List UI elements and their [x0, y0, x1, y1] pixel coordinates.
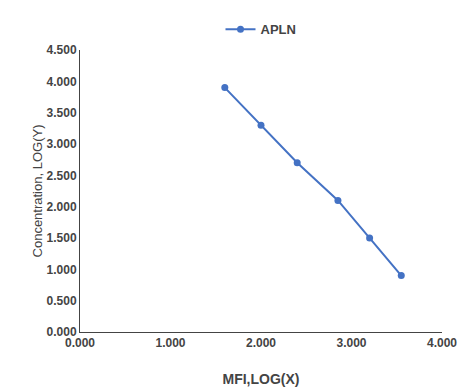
svg-text:0.500: 0.500	[47, 294, 77, 308]
svg-text:3.000: 3.000	[336, 336, 366, 350]
svg-text:3.500: 3.500	[47, 106, 77, 120]
svg-text:3.000: 3.000	[47, 137, 77, 151]
svg-text:4.000: 4.000	[427, 336, 457, 350]
svg-text:APLN: APLN	[261, 22, 296, 37]
svg-text:1.000: 1.000	[155, 336, 185, 350]
svg-text:1.000: 1.000	[47, 263, 77, 277]
svg-text:Concentration, LOG(Y): Concentration, LOG(Y)	[30, 125, 45, 258]
svg-text:1.500: 1.500	[47, 231, 77, 245]
svg-text:2.500: 2.500	[47, 169, 77, 183]
svg-text:2.000: 2.000	[246, 336, 276, 350]
svg-text:2.000: 2.000	[47, 200, 77, 214]
svg-text:MFI,LOG(X): MFI,LOG(X)	[223, 371, 300, 387]
svg-text:0.000: 0.000	[65, 336, 95, 350]
svg-text:4.500: 4.500	[47, 43, 77, 57]
svg-text:4.000: 4.000	[47, 75, 77, 89]
svg-text:0.000: 0.000	[47, 325, 77, 339]
